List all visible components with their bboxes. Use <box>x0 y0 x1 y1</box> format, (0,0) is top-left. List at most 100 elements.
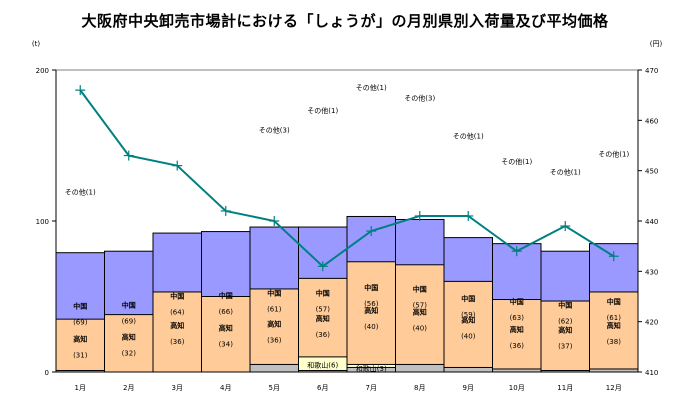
bar-高知-1月 <box>55 318 105 373</box>
bar-label-share: (61) <box>267 306 282 314</box>
bar-label-name: 中国 <box>170 292 184 301</box>
bar-label-share: (56) <box>364 300 379 308</box>
bar-label-wakayama: 和歌山(6) <box>307 360 338 369</box>
left-tick-label: 0 <box>45 369 49 377</box>
bar-label-name: 中国 <box>122 301 136 310</box>
bar-label-other: その他(1) <box>307 106 338 115</box>
bar-高知-6月 <box>298 277 348 373</box>
bar-label-name: 中国 <box>73 301 87 310</box>
price-point-marker <box>560 221 571 232</box>
bar-label-name: 高知 <box>122 332 136 341</box>
x-tick-label: 11月 <box>557 384 573 392</box>
bar-label-name: 中国 <box>219 291 233 300</box>
bar-その他-8月 <box>395 363 445 373</box>
bar-高知-4月 <box>201 296 251 373</box>
x-tick-label: 9月 <box>463 384 474 392</box>
price-point-marker <box>317 261 328 272</box>
bar-label-share: (36) <box>316 331 331 339</box>
bar-label-share: (59) <box>461 311 476 319</box>
bar-label-name: 高知 <box>267 319 281 328</box>
bar-高知-2月 <box>104 314 154 373</box>
right-tick-label: 470 <box>645 67 658 75</box>
bar-label-share: (61) <box>607 314 622 322</box>
x-tick-label: 5月 <box>269 384 280 392</box>
bar-label-name: 中国 <box>316 289 330 298</box>
bar-label-name: 高知 <box>316 314 330 323</box>
bar-label-name: 高知 <box>170 321 184 330</box>
chart-title: 大阪府中央卸売市場計における「しょうが」の月別県別入荷量及び平均価格 <box>81 12 609 30</box>
bar-高知-8月 <box>395 264 445 373</box>
bar-label-name: 高知 <box>73 335 87 344</box>
x-tick-label: 1月 <box>75 384 86 392</box>
price-point-marker <box>608 251 619 262</box>
bar-label-name: 中国 <box>413 285 427 294</box>
bar-高知-5月 <box>249 288 299 373</box>
right-tick-label: 460 <box>645 117 658 125</box>
bar-その他-5月 <box>249 363 299 373</box>
bar-label-other: その他(3) <box>259 125 290 134</box>
bar-高知-3月 <box>152 291 202 373</box>
price-point-marker <box>414 210 425 221</box>
bar-label-share: (38) <box>607 338 622 346</box>
bar-label-share: (40) <box>364 323 379 331</box>
bar-label-other: その他(1) <box>598 150 629 159</box>
price-point-marker <box>75 85 86 96</box>
bar-高知-11月 <box>540 300 590 373</box>
price-point-marker <box>511 246 522 257</box>
bar-その他-9月 <box>443 366 493 373</box>
axes-group: 0 100 200 (t) 410 420 430 440 450 460 470 (円) 1月 2月 3月… <box>32 40 663 392</box>
left-axis-unit: (t) <box>32 40 40 48</box>
right-tick-label: 420 <box>645 319 658 327</box>
bar-label-share: (34) <box>219 340 234 348</box>
x-tick-label: 8月 <box>414 384 425 392</box>
x-tick-label: 10月 <box>509 384 525 392</box>
bar-label-share: (40) <box>413 324 428 332</box>
price-point-marker <box>269 216 280 226</box>
bar-label-name: 高知 <box>219 323 233 332</box>
price-point-marker <box>123 150 134 161</box>
bar-label-other: その他(1) <box>501 157 532 166</box>
price-point-marker <box>220 205 231 216</box>
price-point-marker <box>366 226 377 237</box>
bar-label-share: (40) <box>461 333 476 341</box>
bar-label-share: (36) <box>267 336 282 344</box>
bar-高知-10月 <box>492 299 542 373</box>
bar-label-share: (64) <box>170 309 185 317</box>
bar-label-share: (69) <box>73 318 88 326</box>
bar-label-share: (36) <box>170 338 185 346</box>
x-tick-label: 12月 <box>606 384 622 392</box>
bar-label-share: (63) <box>510 314 525 322</box>
bar-label-group: 中国 (69) 高知 (31) その他(1) 中国 (69) 高知 (32) 中国 (64) 高知 (3… <box>65 83 630 373</box>
bar-label-name: 中国 <box>267 289 281 298</box>
bar-label-other: その他(1) <box>550 168 581 177</box>
bar-label-share: (36) <box>510 342 525 350</box>
bar-label-name: 中国 <box>364 283 378 292</box>
x-tick-label: 7月 <box>366 384 377 392</box>
x-tick-label: 4月 <box>220 384 231 392</box>
bar-label-name: 中国 <box>607 297 621 306</box>
bar-label-share: (66) <box>219 308 234 316</box>
x-tick-label: 6月 <box>317 384 328 392</box>
bar-label-other: その他(1) <box>453 131 484 140</box>
bar-label-share: (57) <box>413 302 428 310</box>
price-line <box>79 89 615 268</box>
bar-label-share: (31) <box>73 352 88 360</box>
bar-label-share: (32) <box>122 349 137 357</box>
bar-label-name: 高知 <box>364 306 378 315</box>
bar-label-share: (62) <box>558 318 573 326</box>
bar-label-other: その他(1) <box>356 83 387 92</box>
right-axis-unit: (円) <box>650 40 663 48</box>
left-tick-label: 200 <box>36 67 49 75</box>
x-tick-label: 3月 <box>172 384 183 392</box>
x-tick-label: 2月 <box>123 384 134 392</box>
right-tick-label: 410 <box>645 369 658 377</box>
left-tick-label: 100 <box>36 218 49 226</box>
bar-group <box>55 215 639 373</box>
bar-label-other: その他(1) <box>65 187 96 196</box>
bar-label-name: 高知 <box>510 325 524 334</box>
bar-高知-9月 <box>443 280 493 373</box>
bar-label-name: 中国 <box>510 297 524 306</box>
bar-label-share: (69) <box>122 318 137 326</box>
bar-label-name: 中国 <box>461 294 475 303</box>
